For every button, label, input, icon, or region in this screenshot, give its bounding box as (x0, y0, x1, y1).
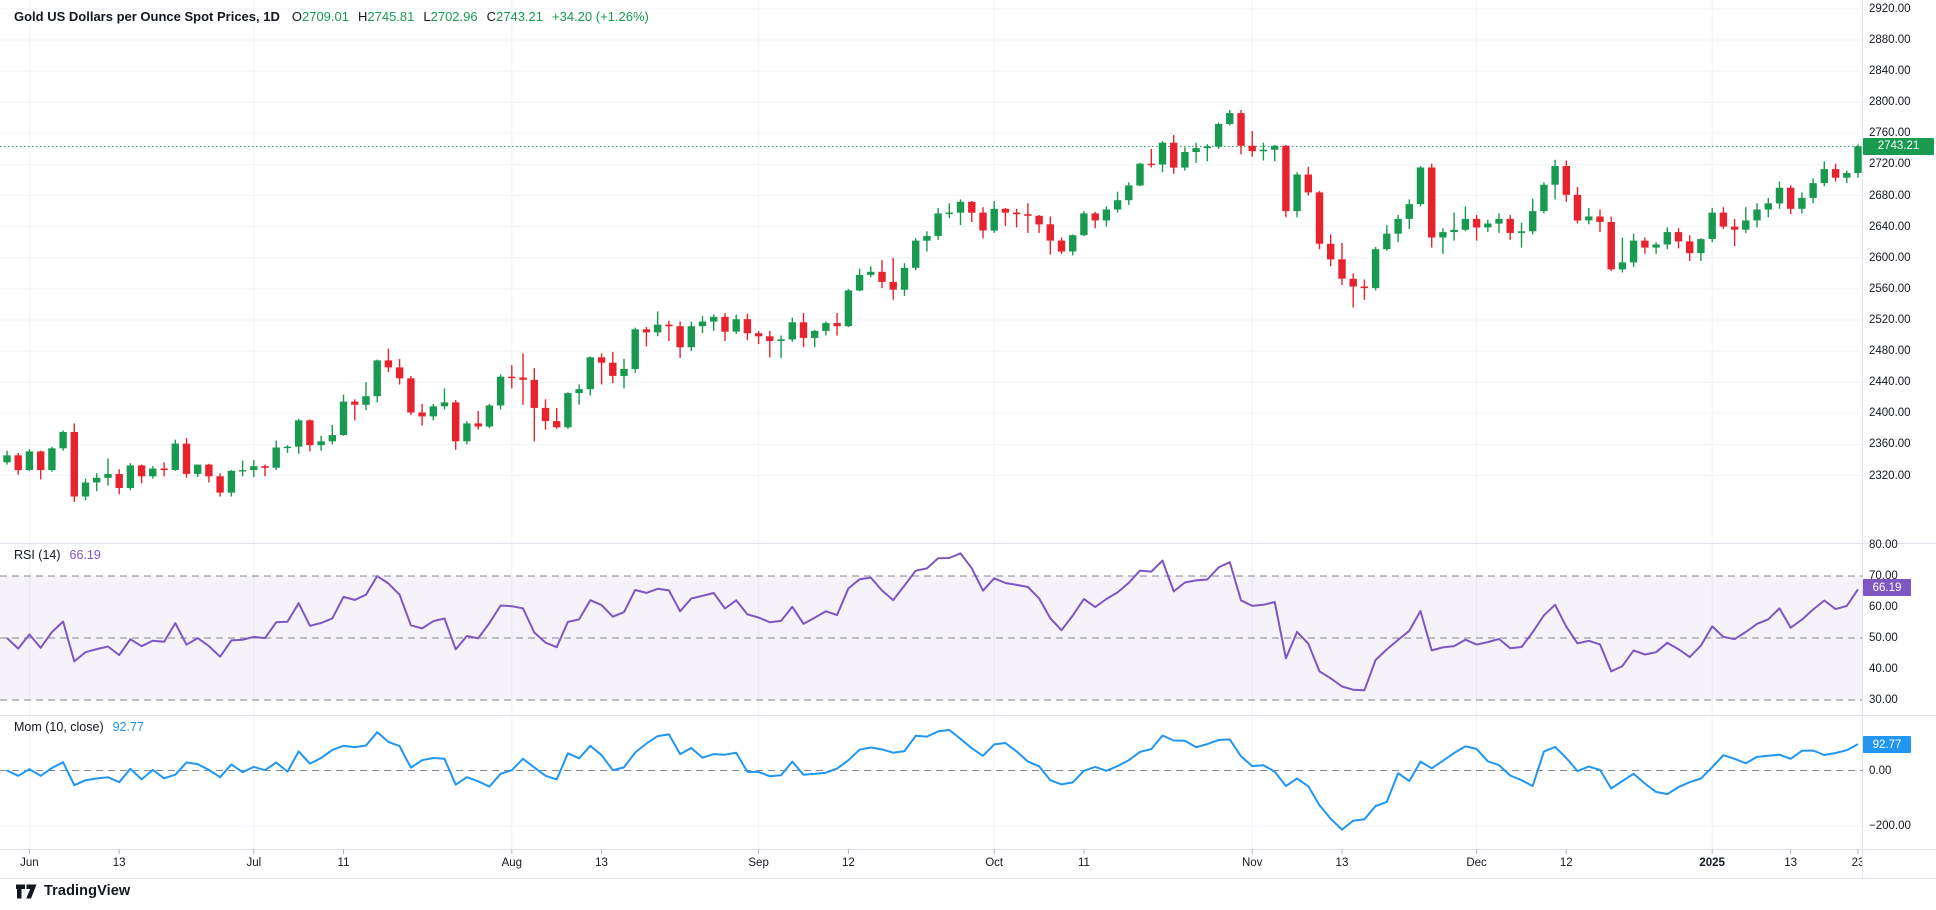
rsi-axis-label: 80.00 (1869, 539, 1898, 551)
mom-value-badge: 92.77 (1863, 736, 1911, 754)
main-legend[interactable]: Gold US Dollars per Ounce Spot Prices, 1… (14, 9, 649, 24)
time-axis-label: 13 (112, 857, 126, 869)
price-axis-label: 2600.00 (1869, 251, 1911, 264)
ohlc-open: O2709.01 (291, 9, 349, 24)
price-axis-label: 2800.00 (1869, 96, 1911, 109)
rsi-value: 66.19 (69, 548, 101, 562)
rsi-value-badge: 66.19 (1863, 579, 1911, 597)
price-axis-label: 2560.00 (1869, 282, 1911, 295)
price-axis-label: 2360.00 (1869, 438, 1911, 451)
price-axis-label: 2480.00 (1869, 345, 1911, 358)
price-axis-label: 2720.00 (1869, 158, 1911, 171)
mom-axis-label: 0.00 (1869, 764, 1892, 777)
ohlc-low: L2702.96 (423, 9, 478, 24)
time-axis-label: 13 (595, 857, 608, 869)
brand-name: TradingView (44, 883, 131, 899)
time-axis-label: 12 (841, 857, 855, 869)
price-axis-label: 2400.00 (1869, 407, 1911, 420)
price-axis-label: 2880.00 (1869, 34, 1911, 46)
rsi-axis-label: 70.00 (1869, 570, 1898, 582)
rsi-axis-label: 60.00 (1869, 601, 1898, 613)
ohlc-high: H2745.81 (357, 9, 415, 24)
tradingview-glyph-icon (16, 884, 37, 898)
ohlc-close: C2743.21 (486, 9, 543, 24)
time-axis-label: Jul (246, 857, 262, 869)
tradingview-logo[interactable]: TradingView (16, 883, 130, 899)
time-axis-label: 2025 (1699, 857, 1725, 869)
price-axis-label: 2520.00 (1869, 313, 1911, 326)
rsi-axis-label: 40.00 (1869, 663, 1898, 675)
mom-legend[interactable]: Mom (10, close) 92.77 (14, 720, 144, 734)
time-axis-label: Sep (748, 857, 769, 869)
rsi-label: RSI (14) (14, 548, 61, 562)
time-axis-label: Oct (985, 857, 1004, 869)
price-axis-label: 2320.00 (1869, 469, 1911, 482)
last-price-badge: 2743.21 (1863, 137, 1934, 155)
price-axis[interactable]: 2920.00 2880.00 2840.00 2800.00 2760.00 2720.… (1862, 0, 1936, 878)
time-axis-label: 13 (1784, 857, 1798, 869)
mom-label: Mom (10, close) (14, 720, 104, 734)
time-axis-label: 13 (1335, 857, 1349, 869)
mom-axis-label: −200.00 (1869, 820, 1911, 832)
time-axis-label: 11 (337, 857, 350, 869)
symbol-title: Gold US Dollars per Ounce Spot Prices, 1… (14, 9, 280, 24)
time-axis[interactable]: Jun 13 Jul 11 Aug 13 Sep 12 Oct 11 Nov 13 Dec 12 2025 1… (0, 849, 1862, 878)
price-axis-label: 2440.00 (1869, 376, 1911, 389)
time-axis-label: 11 (1077, 857, 1090, 869)
time-axis-label: Aug (501, 857, 523, 869)
time-axis-label: Nov (1241, 857, 1263, 869)
price-axis-label: 2920.00 (1869, 2, 1911, 15)
price-axis-label: 2840.00 (1869, 65, 1911, 78)
price-change: +34.20 (+1.26%) (552, 9, 649, 24)
time-axis-label: Jun (20, 857, 39, 869)
rsi-axis-label: 30.00 (1869, 694, 1898, 706)
rsi-legend[interactable]: RSI (14) 66.19 (14, 548, 101, 562)
price-axis-label: 2760.00 (1869, 127, 1911, 140)
time-axis-label: 12 (1559, 857, 1573, 869)
time-axis-label: 23 (1851, 857, 1862, 869)
price-axis-label: 2640.00 (1869, 220, 1911, 233)
price-axis-label: 2680.00 (1869, 189, 1911, 202)
rsi-axis-label: 50.00 (1869, 632, 1898, 644)
time-axis-label: Dec (1466, 857, 1487, 869)
mom-value: 92.77 (112, 720, 144, 734)
